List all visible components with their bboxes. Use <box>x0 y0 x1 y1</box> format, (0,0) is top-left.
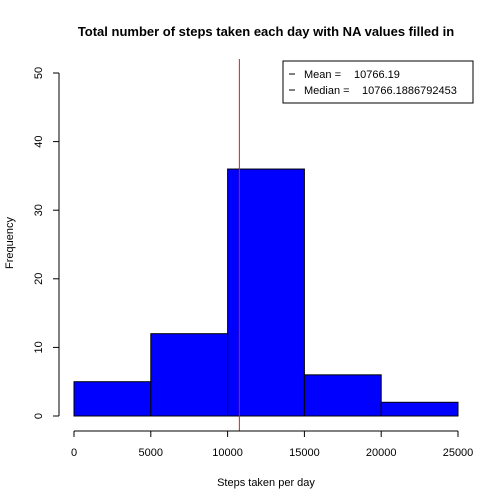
chart-title: Total number of steps taken each day wit… <box>78 24 454 39</box>
y-tick-label: 50 <box>33 67 45 79</box>
y-tick-label: 20 <box>33 273 45 285</box>
histogram-bar-3 <box>227 168 305 417</box>
x-tick-label: 25000 <box>443 447 474 459</box>
y-tick-label: 10 <box>33 341 45 353</box>
x-tick-label: 5000 <box>139 447 163 459</box>
histogram-bar-1 <box>73 381 152 417</box>
legend-box <box>282 60 474 104</box>
legend-entry-value: 10766.19 <box>354 69 400 81</box>
y-axis: 0 10 20 30 40 50 <box>33 67 60 419</box>
x-tick-label: 20000 <box>366 447 397 459</box>
y-axis-label: Frequency <box>4 217 16 269</box>
legend-entry-value: 10766.1886792453 <box>362 85 457 97</box>
histogram-bar-5 <box>380 401 459 417</box>
x-tick-label: 15000 <box>289 447 320 459</box>
legend-entry-label: Median = <box>304 85 350 97</box>
y-tick-label: 40 <box>33 135 45 147</box>
histogram-bar-4 <box>303 374 382 417</box>
legend: Mean = 10766.19 Median = 10766.1886792453 <box>282 60 474 104</box>
x-axis: 0 5000 10000 15000 20000 25000 <box>71 430 474 459</box>
y-tick-label: 30 <box>33 204 45 216</box>
x-tick-label: 0 <box>71 447 77 459</box>
x-tick-label: 10000 <box>212 447 243 459</box>
y-tick-label: 0 <box>33 413 45 419</box>
legend-entry-label: Mean = <box>304 69 341 81</box>
bars-group <box>73 168 459 417</box>
histogram-bar-2 <box>150 333 229 417</box>
x-axis-label: Steps taken per day <box>217 477 315 489</box>
